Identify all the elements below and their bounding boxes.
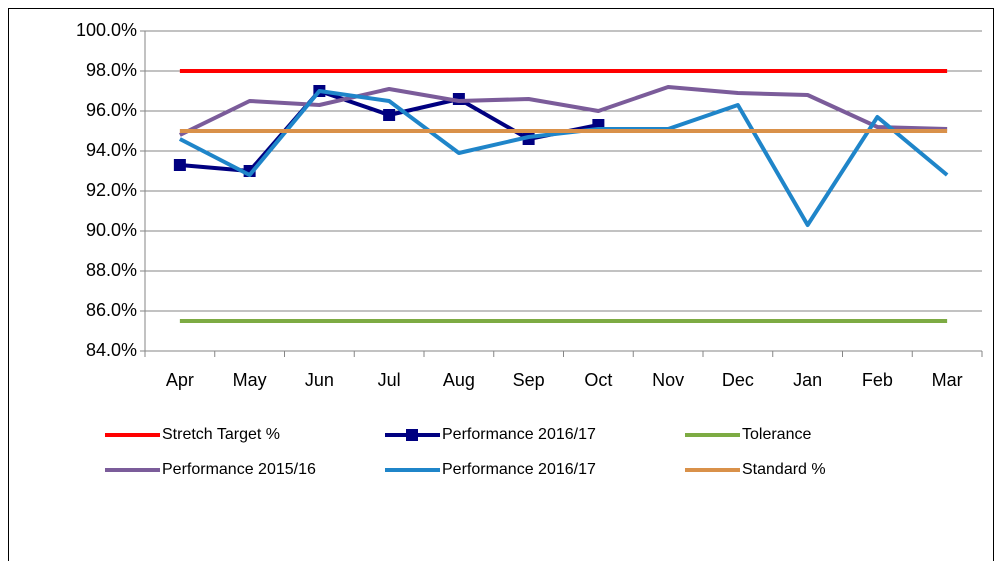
y-tick-label: 98.0% [86,60,137,80]
x-tick-label: Jan [793,370,822,390]
legend-label: Performance 2016/17 [442,461,596,478]
legend-label: Tolerance [742,426,811,443]
legend-label: Performance 2015/16 [162,461,316,478]
legend-label: Stretch Target % [162,426,280,443]
legend-label: Standard % [742,461,826,478]
y-tick-label: 88.0% [86,260,137,280]
marker [383,109,396,121]
x-tick-label: Nov [652,370,684,390]
marker [173,159,186,171]
y-tick-label: 100.0% [76,20,137,40]
legend-label: Performance 2016/17 [442,426,596,443]
y-tick-label: 90.0% [86,220,137,240]
x-tick-label: Aug [443,370,475,390]
x-tick-label: Feb [862,370,893,390]
y-tick-label: 86.0% [86,300,137,320]
x-tick-label: May [233,370,267,390]
x-tick-label: Dec [722,370,754,390]
x-tick-label: Sep [513,370,545,390]
x-tick-label: Oct [584,370,612,390]
y-tick-label: 92.0% [86,180,137,200]
x-tick-label: Jul [378,370,401,390]
x-tick-label: Jun [305,370,334,390]
x-tick-label: Mar [932,370,963,390]
x-tick-label: Apr [166,370,194,390]
legend-marker [406,429,418,441]
y-tick-label: 84.0% [86,340,137,360]
y-tick-label: 96.0% [86,100,137,120]
y-tick-label: 94.0% [86,140,137,160]
